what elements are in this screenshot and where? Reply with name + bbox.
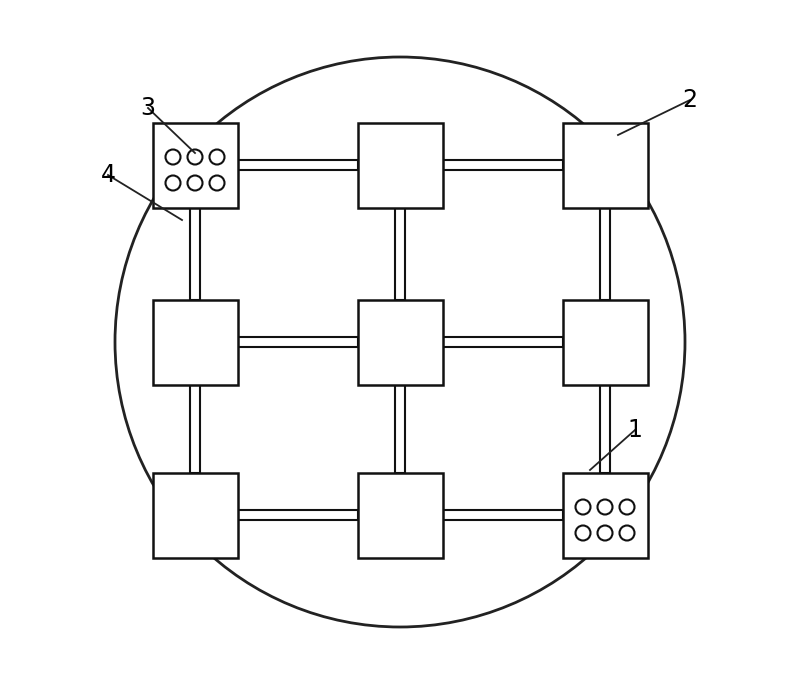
Bar [442, 337, 562, 347]
Circle shape [166, 149, 181, 164]
Circle shape [619, 525, 634, 540]
Bar [238, 337, 358, 347]
Bar [395, 384, 405, 473]
Circle shape [575, 525, 590, 540]
Circle shape [187, 149, 202, 164]
Circle shape [598, 525, 613, 540]
Text: 4: 4 [101, 163, 115, 187]
Circle shape [575, 499, 590, 514]
Bar [562, 299, 647, 384]
Text: 2: 2 [682, 88, 698, 112]
Circle shape [210, 149, 225, 164]
Circle shape [619, 499, 634, 514]
Bar [153, 473, 238, 558]
Bar [153, 299, 238, 384]
Circle shape [598, 499, 613, 514]
Bar [238, 160, 358, 170]
Circle shape [115, 57, 685, 627]
Bar [238, 510, 358, 520]
Bar [358, 473, 442, 558]
Bar [190, 384, 200, 473]
Bar [358, 123, 442, 208]
Bar [562, 123, 647, 208]
Circle shape [166, 175, 181, 190]
Bar [358, 299, 442, 384]
Bar [395, 208, 405, 299]
Bar [600, 208, 610, 299]
Bar [442, 160, 562, 170]
Circle shape [210, 175, 225, 190]
Bar [600, 384, 610, 473]
Text: 1: 1 [627, 418, 642, 442]
Text: 3: 3 [141, 96, 155, 120]
Bar [190, 208, 200, 299]
Circle shape [187, 175, 202, 190]
Bar [562, 473, 647, 558]
Bar [153, 123, 238, 208]
Bar [442, 510, 562, 520]
